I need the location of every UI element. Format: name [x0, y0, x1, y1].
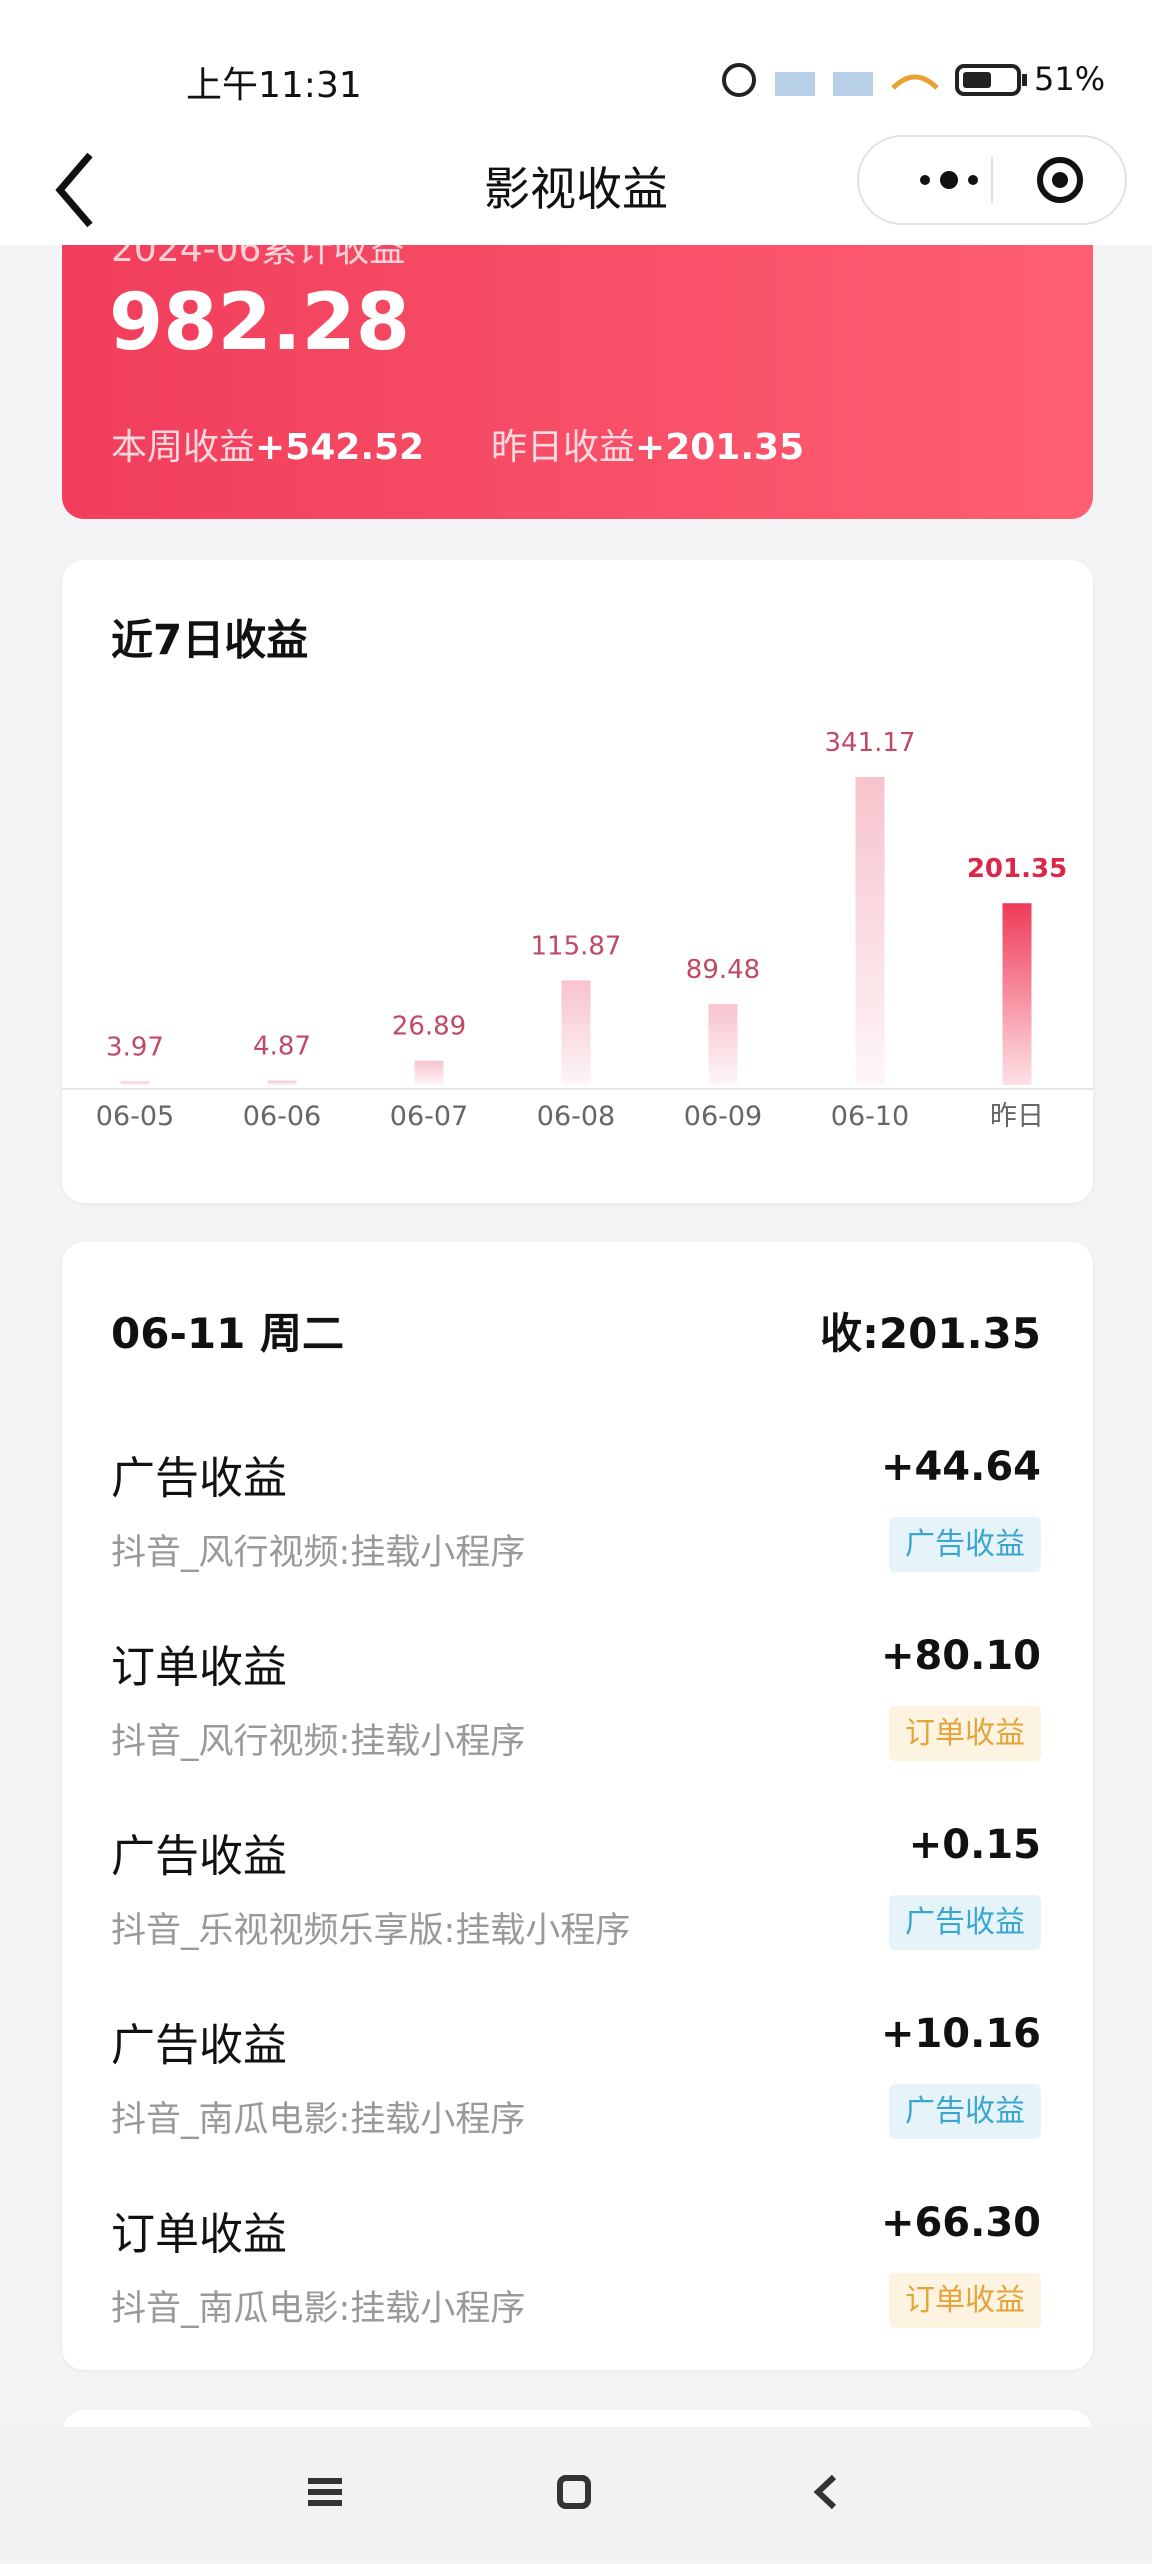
item-source: 抖音_风行视频:挂载小程序 — [111, 1722, 526, 1762]
bar — [120, 1081, 150, 1085]
battery-icon — [955, 64, 1027, 96]
item-tag: 广告收益 — [889, 1517, 1041, 1572]
value-label: 201.35 — [967, 854, 1067, 884]
x-tick-label: 06-09 — [684, 1101, 762, 1132]
yesterday-value: +201.35 — [635, 427, 805, 468]
time: 上午11:31 — [186, 65, 362, 106]
week-label: 本周收益 — [111, 427, 256, 468]
item-title: 订单收益 — [111, 2209, 287, 2260]
nav-bar — [0, 2427, 1152, 2560]
page-title: 影视收益 — [484, 162, 668, 216]
value-label: 4.87 — [253, 1032, 311, 1062]
item-title: 广告收益 — [111, 2020, 287, 2071]
yesterday-label: 昨日收益 — [491, 427, 636, 468]
item-amount: +44.64 — [880, 1444, 1041, 1490]
item-source: 抖音_南瓜电影:挂载小程序 — [111, 2100, 526, 2140]
bar — [267, 1080, 297, 1085]
item-title: 订单收益 — [111, 1642, 287, 1693]
summary-row: 本周收益+542.52 昨日收益+201.35 — [111, 418, 804, 470]
item-tag: 广告收益 — [889, 2084, 1041, 2139]
detail-card: 06-11 周二 收:201.35 广告收益 抖音_风行视频:挂载小程序 +44.6… — [62, 1242, 1093, 2370]
item-amount: +66.30 — [880, 2200, 1041, 2246]
x-tick-label: 06-06 — [243, 1101, 321, 1132]
battery: 51% — [1034, 60, 1106, 98]
bar — [561, 980, 591, 1085]
x-tick-label: 06-07 — [390, 1101, 468, 1132]
item-source: 抖音_乐视视频乐享版:挂载小程序 — [111, 1911, 631, 1951]
item-title: 广告收益 — [111, 1831, 287, 1882]
status-bar: 上午11:31 51% — [0, 0, 1152, 150]
bar — [708, 1004, 738, 1085]
value-label: 3.97 — [106, 1032, 164, 1062]
x-tick-label: 昨日 — [990, 1101, 1044, 1132]
detail-date: 06-11 周二 — [111, 1309, 344, 1358]
chart-card: 近7日收益 06-05 3.97 06-06 4.87 06-07 26.89 06-08 1… — [62, 560, 1093, 1203]
chart-title: 近7日收益 — [111, 616, 308, 665]
item-source: 抖音_风行视频:挂载小程序 — [111, 1533, 526, 1573]
total: 982.28 — [109, 278, 410, 368]
week-value: +542.52 — [255, 427, 425, 468]
back-button[interactable] — [50, 145, 100, 235]
value-label: 341.17 — [825, 728, 916, 758]
x-tick-label: 06-10 — [831, 1101, 909, 1132]
bar — [414, 1060, 444, 1085]
header: 影视收益 — [0, 135, 1152, 245]
item-amount: +10.16 — [880, 2011, 1041, 2057]
x-tick-label: 06-05 — [96, 1101, 174, 1132]
value-label: 89.48 — [686, 955, 760, 985]
item-amount: +0.15 — [908, 1822, 1041, 1868]
summary-card: 2024-06累计收益 982.28 本周收益+542.52 昨日收益+201.… — [62, 200, 1093, 519]
status-icons — [722, 63, 939, 97]
chart: 近7日收益 06-05 3.97 06-06 4.87 06-07 26.89 06-08 1… — [62, 616, 1093, 1132]
item-tag: 订单收益 — [889, 2273, 1041, 2328]
capsule — [857, 135, 1127, 225]
item-amount: +80.10 — [880, 1633, 1041, 1679]
value-label: 115.87 — [531, 931, 622, 961]
value-label: 26.89 — [392, 1012, 466, 1042]
bar — [855, 776, 885, 1085]
item-tag: 订单收益 — [889, 1706, 1041, 1761]
item-source: 抖音_南瓜电影:挂载小程序 — [111, 2289, 526, 2329]
bar — [1002, 903, 1032, 1085]
nav-icons — [308, 2474, 837, 2510]
item-tag: 广告收益 — [889, 1895, 1041, 1950]
item-title: 广告收益 — [111, 1453, 287, 1504]
detail-total: 收:201.35 — [820, 1309, 1041, 1358]
x-tick-label: 06-08 — [537, 1101, 615, 1132]
